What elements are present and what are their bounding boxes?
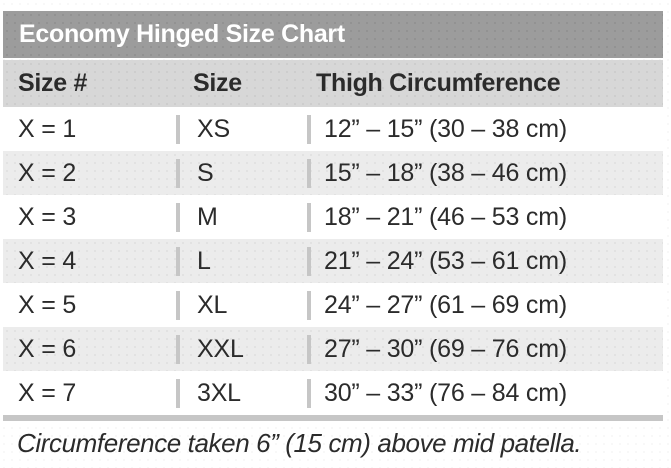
header-cell-size-number: Size # [18,69,88,97]
cell-size: S [176,158,311,188]
cell-size: 3XL [176,378,311,408]
cell-size: M [176,202,311,232]
cell-size-number: X = 7 [18,378,77,407]
footnote-text: Circumference taken 6” (15 cm) above mid… [17,428,582,458]
table-row: X = 4 L 21” – 24” (53 – 61 cm) [3,239,663,283]
header-cell-thigh-circumference: Thigh Circumference [316,69,561,97]
cell-circumference: 12” – 15” (30 – 38 cm) [324,114,567,143]
cell-circumference: 27” – 30” (69 – 76 cm) [324,334,567,363]
cell-circumference: 18” – 21” (46 – 53 cm) [324,202,567,231]
cell-size-number: X = 2 [18,158,77,187]
table-row: X = 6 XXL 27” – 30” (69 – 76 cm) [3,327,663,371]
cell-size-number: X = 3 [18,202,77,231]
cell-size: L [176,246,311,276]
cell-circumference: 21” – 24” (53 – 61 cm) [324,246,567,275]
cell-size-number: X = 1 [18,114,77,143]
table-row: X = 5 XL 24” – 27” (61 – 69 cm) [3,283,663,327]
cell-size: XS [176,114,311,144]
cell-size-number: X = 6 [18,334,77,363]
cell-size-number: X = 5 [18,290,77,319]
table-row: X = 3 M 18” – 21” (46 – 53 cm) [3,195,663,239]
size-chart-table: Economy Hinged Size Chart Size # Size Th… [3,11,663,421]
title-bar: Economy Hinged Size Chart [3,11,663,58]
table-row: X = 7 3XL 30” – 33” (76 – 84 cm) [3,371,663,415]
cell-circumference: 15” – 18” (38 – 46 cm) [324,158,567,187]
cell-circumference: 24” – 27” (61 – 69 cm) [324,290,567,319]
table-header-row: Size # Size Thigh Circumference [3,60,663,107]
cell-size-number: X = 4 [18,246,77,275]
table-row: X = 1 XS 12” – 15” (30 – 38 cm) [3,107,663,151]
header-cell-size: Size [193,69,242,97]
cell-size: XL [176,290,311,320]
cell-size: XXL [176,334,311,364]
cell-circumference: 30” – 33” (76 – 84 cm) [324,378,567,407]
table-row: X = 2 S 15” – 18” (38 – 46 cm) [3,151,663,195]
page-title: Economy Hinged Size Chart [19,20,345,48]
table-bottom-divider [3,415,663,421]
